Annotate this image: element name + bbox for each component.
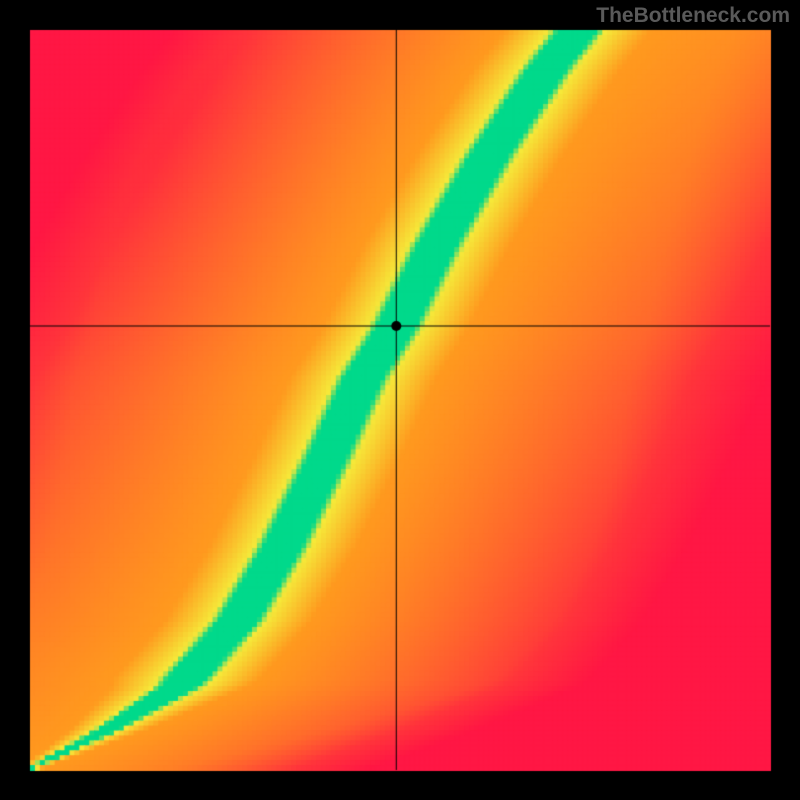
watermark-text: TheBottleneck.com <box>596 4 790 28</box>
bottleneck-heatmap <box>0 0 800 800</box>
